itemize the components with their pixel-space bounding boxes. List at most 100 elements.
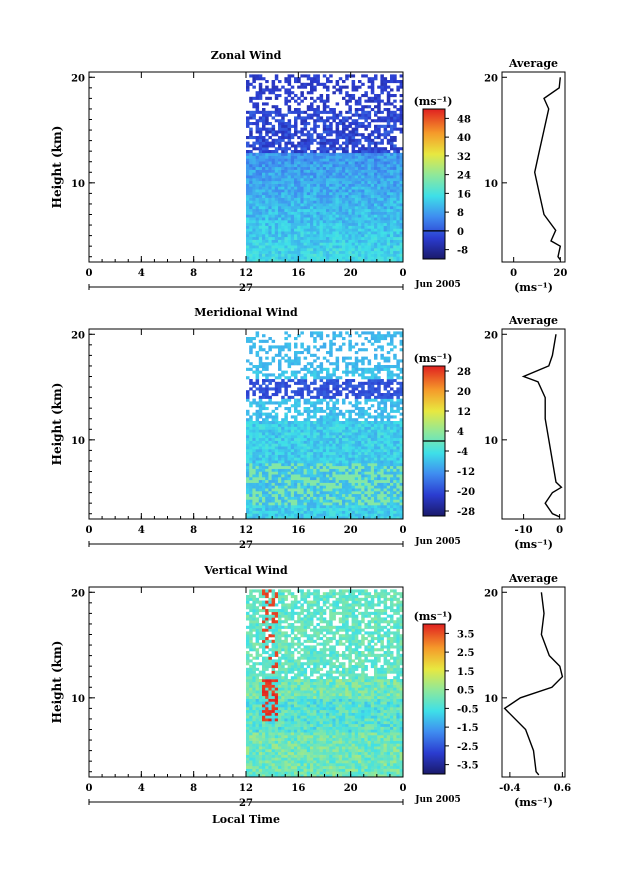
heatmap-cell <box>294 164 298 168</box>
heatmap-cell <box>326 449 330 453</box>
heatmap-cell <box>342 217 346 221</box>
heatmap-cell <box>338 376 343 380</box>
date-label: Jun 2005 <box>414 280 461 290</box>
heatmap-cell <box>252 393 256 397</box>
heatmap-cell <box>246 200 250 204</box>
heatmap-cell <box>287 236 292 240</box>
heatmap-cell <box>271 429 276 433</box>
heatmap-cell <box>313 161 317 165</box>
heatmap-cell <box>249 152 253 156</box>
heatmap-cell <box>364 110 368 114</box>
heatmap-cell <box>393 513 397 517</box>
heatmap-cell <box>380 253 384 257</box>
heatmap-cell <box>271 242 276 246</box>
heatmap-cell <box>354 250 359 254</box>
heatmap-cell <box>345 421 349 425</box>
heatmap-cell <box>383 429 388 433</box>
heatmap-cell <box>326 415 330 419</box>
heatmap-cell <box>310 479 314 483</box>
heatmap-cell <box>367 468 372 472</box>
heatmap-cell <box>322 197 327 201</box>
heatmap-cell <box>249 192 253 196</box>
heatmap-cell <box>326 387 330 391</box>
heatmap-cell <box>361 454 365 458</box>
heatmap-cell <box>354 432 359 436</box>
heatmap-cell <box>287 463 292 467</box>
heatmap-cell <box>246 214 250 218</box>
heatmap-cell <box>322 108 327 112</box>
heatmap-cell <box>364 449 368 453</box>
heatmap-cell <box>265 435 269 439</box>
heatmap-cell <box>316 164 320 168</box>
heatmap-cell <box>329 488 333 492</box>
heatmap-cell <box>326 99 330 103</box>
heatmap-cell <box>358 460 362 464</box>
heatmap-cell <box>351 200 356 204</box>
heatmap-cell <box>326 186 330 190</box>
heatmap-cell <box>335 435 340 439</box>
heatmap-cell <box>326 401 330 405</box>
heatmap-cell <box>342 381 346 385</box>
heatmap-cell <box>364 516 368 520</box>
heatmap-cell <box>316 186 320 190</box>
heatmap-cell <box>322 250 327 254</box>
heatmap-cell <box>338 468 343 472</box>
heatmap-cell <box>370 236 375 240</box>
heatmap-cell <box>351 141 356 145</box>
heatmap-cell <box>252 136 256 140</box>
heatmap-cell <box>313 234 317 238</box>
heatmap-cell <box>326 435 330 439</box>
heatmap-cell <box>319 110 324 114</box>
heatmap-cell <box>287 440 292 444</box>
heatmap-cell <box>399 412 404 416</box>
heatmap-cell <box>399 99 404 103</box>
heatmap-cell <box>313 189 317 193</box>
heatmap-cell <box>268 387 272 391</box>
heatmap-cell <box>319 513 324 517</box>
heatmap-cell <box>348 496 352 500</box>
heatmap-cell <box>399 454 404 458</box>
heatmap-cell <box>294 440 298 444</box>
heatmap-cell <box>310 178 314 182</box>
heatmap-cell <box>310 482 314 486</box>
heatmap-cell <box>294 443 298 447</box>
heatmap-cell <box>246 443 250 447</box>
heatmap-cell <box>290 479 295 483</box>
heatmap-cell <box>306 463 311 467</box>
heatmap-cell <box>252 412 256 416</box>
heatmap-cell <box>310 499 314 503</box>
heatmap-cell <box>386 239 391 243</box>
heatmap-cell <box>332 401 336 405</box>
heatmap-cell <box>265 407 269 411</box>
heatmap-cell <box>249 110 253 114</box>
heatmap-cell <box>278 189 282 193</box>
heatmap-cell <box>265 415 269 419</box>
heatmap-cell <box>342 122 346 126</box>
heatmap-cell <box>345 384 349 388</box>
heatmap-cell <box>290 451 295 455</box>
heatmap-cell <box>364 393 368 397</box>
heatmap-cell <box>326 155 330 159</box>
heatmap-cell <box>255 488 260 492</box>
heatmap-cell <box>396 387 400 391</box>
heatmap-cell <box>268 136 272 140</box>
heatmap-cell <box>306 169 311 173</box>
heatmap-cell <box>367 415 372 419</box>
heatmap-cell <box>249 507 253 511</box>
heatmap-cell <box>342 161 346 165</box>
heatmap-cell <box>377 116 381 120</box>
heatmap-cell <box>297 404 301 408</box>
heatmap-cell <box>342 488 346 492</box>
heatmap-cell <box>258 239 263 243</box>
heatmap-cell <box>367 80 372 84</box>
heatmap-cell <box>284 253 288 257</box>
heatmap-cell <box>287 91 292 95</box>
heatmap-cell <box>326 77 330 81</box>
heatmap-cell <box>300 99 304 103</box>
heatmap-cell <box>351 96 356 100</box>
heatmap-cell <box>258 88 263 92</box>
heatmap-cell <box>361 180 365 184</box>
heatmap-cell <box>351 245 356 249</box>
heatmap-cell <box>361 122 365 126</box>
heatmap-cell <box>265 110 269 114</box>
